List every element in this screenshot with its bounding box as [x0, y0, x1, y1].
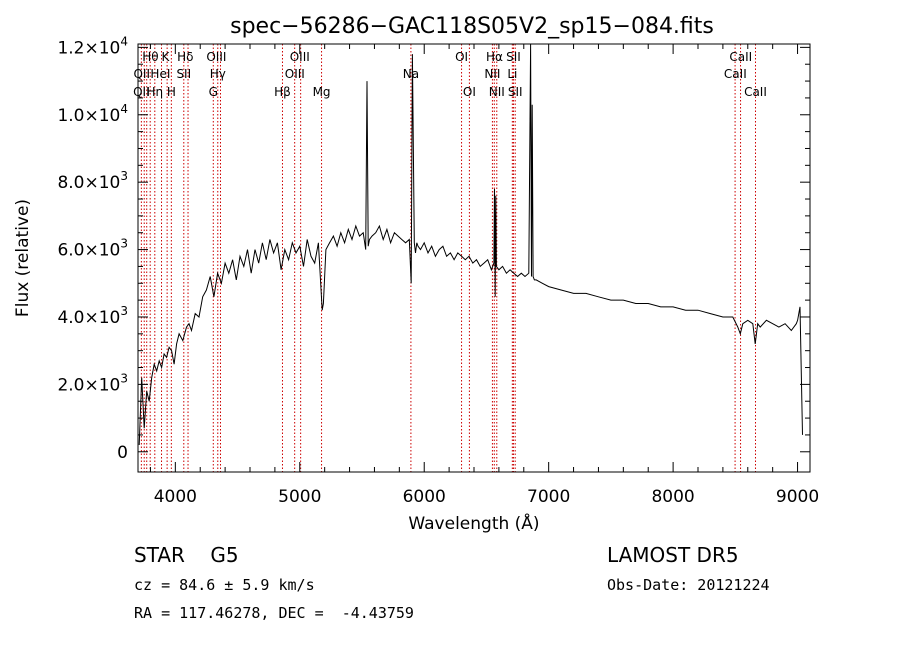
line-label: QII	[133, 67, 150, 81]
x-axis-label: Wavelength (Å)	[408, 512, 539, 534]
line-label: Hδ	[177, 50, 193, 64]
object-class: STAR G5	[134, 543, 239, 567]
y-tick-label: 0	[117, 443, 128, 463]
line-label: K	[161, 50, 170, 64]
redshift-text: cz = 84.6 ± 5.9 km/s	[134, 576, 315, 594]
line-label: OI	[463, 85, 476, 99]
line-label: OIII	[206, 50, 226, 64]
line-label: Hθ	[142, 50, 158, 64]
line-label: Hβ	[274, 85, 291, 99]
line-markers	[140, 44, 756, 472]
coordinates-text: RA = 117.46278, DEC = -4.43759	[134, 604, 414, 622]
line-label: Na	[403, 67, 419, 81]
x-tick-label: 7000	[527, 487, 570, 507]
y-tick-label: 4.0×103	[57, 304, 128, 328]
x-tick-label: 5000	[278, 487, 321, 507]
line-label: CaII	[724, 67, 747, 81]
line-label: NII	[489, 85, 505, 99]
line-label: H	[167, 85, 176, 99]
line-label: NII	[484, 67, 500, 81]
line-label: CaII	[744, 85, 767, 99]
line-label: CaII	[729, 50, 752, 64]
x-tick-label: 4000	[154, 487, 197, 507]
line-label: QII	[133, 85, 150, 99]
axis-ticks: 4000 5000 6000 7000 8000 9000 0 2.0×103 4.0×103 6…	[57, 34, 819, 507]
plot-frame	[137, 43, 811, 473]
line-label: G	[209, 85, 218, 99]
survey-label: LAMOST DR5	[607, 543, 739, 567]
line-label: OI	[455, 50, 468, 64]
observation-date: Obs-Date: 20121224	[607, 576, 770, 594]
line-label: HeI	[150, 67, 170, 81]
y-tick-label: 1.0×104	[57, 102, 128, 126]
line-label: Hα	[486, 50, 503, 64]
x-tick-label: 6000	[403, 487, 446, 507]
line-label: OIII	[285, 67, 305, 81]
y-tick-label: 2.0×103	[57, 371, 128, 395]
line-label: Hη	[146, 85, 163, 99]
line-label: OIII	[290, 50, 310, 64]
line-label: SII	[176, 67, 191, 81]
spectrum-line	[138, 43, 803, 446]
y-tick-label: 8.0×103	[57, 169, 128, 193]
y-tick-label: 6.0×103	[57, 237, 128, 261]
line-label: SII	[506, 50, 521, 64]
line-label: Hγ	[210, 67, 226, 81]
line-label: Li	[507, 67, 517, 81]
line-label: SII	[508, 85, 523, 99]
x-tick-label: 8000	[651, 487, 694, 507]
chart-title: spec−56286−GAC118S05V2_sp15−084.fits	[230, 14, 714, 39]
line-label: Mg	[313, 85, 331, 99]
y-axis-label: Flux (relative)	[13, 199, 33, 317]
y-tick-label: 1.2×104	[57, 34, 128, 58]
x-tick-label: 9000	[776, 487, 819, 507]
